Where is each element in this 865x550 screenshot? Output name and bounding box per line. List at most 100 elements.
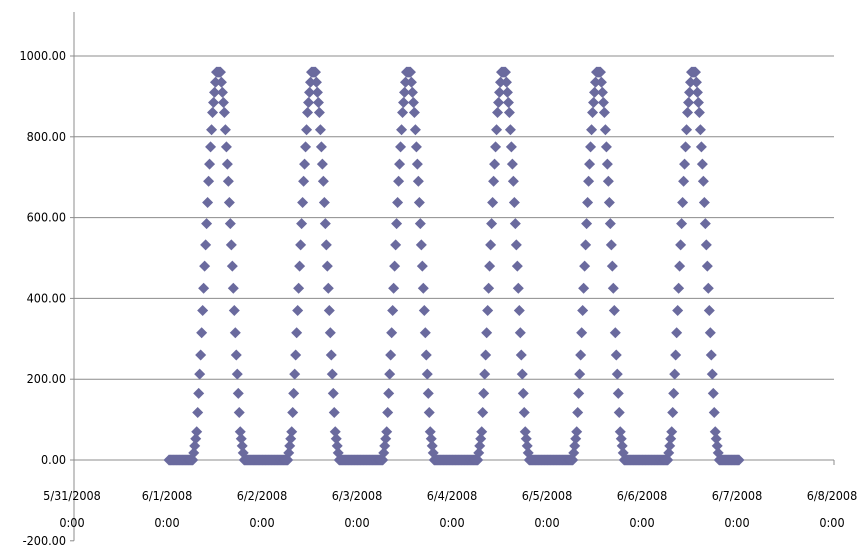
- data-point: [418, 305, 430, 317]
- data-point: [216, 86, 228, 98]
- data-point: [710, 433, 722, 445]
- data-point: [513, 305, 525, 317]
- data-point: [417, 282, 429, 294]
- data-point: [420, 349, 432, 361]
- data-point: [397, 107, 409, 119]
- data-point: [329, 426, 341, 438]
- x-tick-label-date: 6/1/2008: [142, 488, 193, 503]
- data-point: [579, 260, 591, 272]
- data-point: [188, 447, 200, 459]
- data-point: [404, 66, 416, 78]
- data-point: [223, 196, 235, 208]
- data-point: [587, 107, 599, 119]
- data-point: [304, 86, 316, 98]
- data-point: [585, 141, 597, 153]
- data-point: [385, 349, 397, 361]
- x-tick-label-time: 0:00: [819, 515, 844, 530]
- data-point: [600, 141, 612, 153]
- data-point: [568, 447, 580, 459]
- data-point: [207, 107, 219, 119]
- data-point: [406, 86, 418, 98]
- data-point: [674, 260, 686, 272]
- data-point: [324, 327, 336, 339]
- x-tick-label-date: 6/5/2008: [522, 488, 573, 503]
- data-point: [586, 124, 598, 136]
- data-point: [572, 407, 584, 419]
- data-point: [390, 239, 402, 251]
- data-point: [590, 76, 602, 88]
- data-point: [393, 175, 405, 187]
- data-point: [316, 158, 328, 170]
- data-point: [509, 218, 521, 230]
- data-point: [699, 218, 711, 230]
- data-point: [377, 454, 389, 466]
- data-point: [503, 107, 515, 119]
- data-point: [319, 218, 331, 230]
- y-tick-label: 800.00: [27, 129, 66, 144]
- data-point: [233, 407, 245, 419]
- data-point: [495, 76, 507, 88]
- data-point: [603, 196, 615, 208]
- data-point: [194, 368, 206, 380]
- y-tick-label: 0.00: [41, 452, 66, 467]
- data-point: [608, 305, 620, 317]
- x-tick-label-time: 0:00: [59, 515, 84, 530]
- data-point: [494, 86, 506, 98]
- data-point: [665, 433, 677, 445]
- data-point: [317, 175, 329, 187]
- data-point: [575, 349, 587, 361]
- data-point: [323, 305, 335, 317]
- data-point: [219, 124, 231, 136]
- data-point: [231, 368, 243, 380]
- data-point: [510, 239, 522, 251]
- data-point: [220, 141, 232, 153]
- data-point: [685, 76, 697, 88]
- data-point: [581, 218, 593, 230]
- data-point: [706, 368, 718, 380]
- x-axis-tick-labels: 5/31/2008 0:00 6/1/2008 0:00 6/2/2008 0:00 6/3…: [43, 460, 857, 530]
- data-point: [302, 107, 314, 119]
- data-point: [423, 407, 435, 419]
- data-point: [473, 447, 485, 459]
- data-point: [615, 433, 627, 445]
- data-point: [217, 96, 229, 108]
- x-tick-label-date: 6/8/2008: [807, 488, 858, 503]
- data-point: [491, 124, 503, 136]
- data-point: [205, 141, 217, 153]
- data-point: [703, 305, 715, 317]
- data-point: [480, 349, 492, 361]
- data-point: [325, 349, 337, 361]
- x-tick-label-time: 0:00: [724, 515, 749, 530]
- data-point: [421, 368, 433, 380]
- x-tick-label-time: 0:00: [154, 515, 179, 530]
- data-point: [512, 282, 524, 294]
- data-point: [692, 96, 704, 108]
- data-point: [327, 387, 339, 399]
- data-point: [516, 368, 528, 380]
- data-point: [475, 433, 487, 445]
- data-point: [613, 407, 625, 419]
- data-point: [612, 387, 624, 399]
- data-point: [410, 141, 422, 153]
- data-point: [394, 158, 406, 170]
- data-point: [677, 196, 689, 208]
- data-point: [680, 141, 692, 153]
- data-point: [215, 76, 227, 88]
- y-tick-label: 1000.00: [20, 48, 67, 63]
- data-point: [198, 282, 210, 294]
- data-point: [733, 454, 745, 466]
- data-point: [419, 327, 431, 339]
- data-point: [221, 158, 233, 170]
- data-point: [702, 282, 714, 294]
- data-point: [407, 96, 419, 108]
- data-point: [474, 440, 486, 452]
- data-point: [424, 426, 436, 438]
- data-point: [689, 66, 701, 78]
- data-point: [199, 260, 211, 272]
- data-point: [708, 407, 720, 419]
- data-point: [501, 86, 513, 98]
- data-point: [567, 454, 579, 466]
- data-point: [691, 86, 703, 98]
- data-point: [282, 454, 294, 466]
